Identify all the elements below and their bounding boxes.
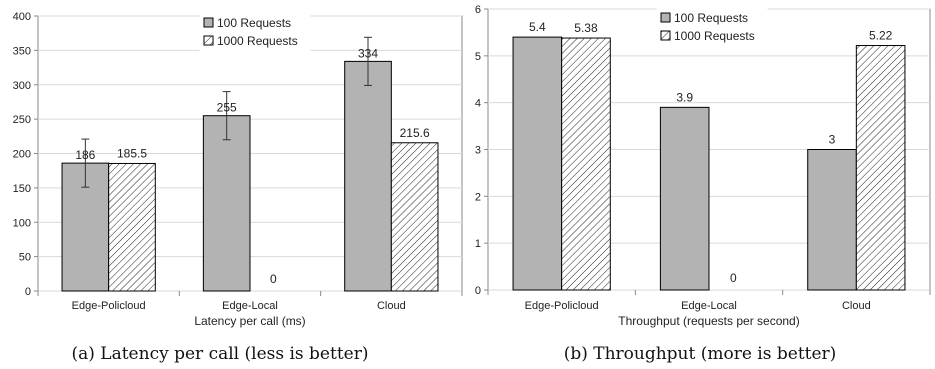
legend-label: 100 Requests (674, 11, 748, 25)
legend-label: 1000 Requests (674, 29, 755, 43)
data-label: 3.9 (676, 90, 693, 104)
y-tick-label: 1 (475, 238, 481, 250)
legend: 100 Requests 1000 Requests (656, 8, 768, 50)
data-label: 0 (270, 272, 277, 286)
legend-swatch-100-requests (660, 12, 671, 23)
throughput-chart: 0 1 2 3 4 5 6 Edge-Policloud 5.4 5.38 Edge-Local 3.… (475, 4, 931, 364)
y-tick-label: 5 (475, 51, 481, 63)
bar-100-requests (659, 106, 710, 291)
figure-caption: (a) Latency per call (less is better) (72, 344, 369, 364)
y-tick-label: 200 (13, 149, 31, 161)
y-tick-label: 0 (475, 285, 481, 297)
data-label: 5.22 (869, 29, 893, 43)
data-label: 5.38 (574, 21, 598, 35)
x-tick-label: Cloud (377, 300, 406, 312)
x-axis-title: Latency per call (ms) (194, 314, 305, 328)
x-tick-label: Edge-Policloud (72, 300, 146, 312)
bar-100-requests (344, 60, 392, 292)
legend-box (199, 13, 311, 55)
legend-label: 100 Requests (217, 16, 291, 30)
x-axis-title: Throughput (requests per second) (618, 314, 799, 328)
data-label: 3 (829, 133, 836, 147)
figure-caption: (b) Throughput (more is better) (564, 344, 837, 364)
legend-swatch-1000-requests (660, 30, 671, 41)
bar-1000-requests (561, 37, 611, 291)
data-label: 0 (730, 271, 737, 285)
y-tick-label: 300 (13, 80, 31, 92)
y-tick-label: 350 (13, 45, 31, 57)
y-tick-label: 4 (475, 98, 481, 110)
data-label: 215.6 (400, 126, 430, 140)
data-label: 5.4 (529, 20, 546, 34)
bar-100-requests (807, 149, 857, 291)
legend-label: 1000 Requests (217, 34, 298, 48)
bar-1000-requests (390, 142, 439, 292)
latency-chart: 0 50 100 150 200 250 300 350 400 Edge-Policloud 18… (13, 11, 463, 364)
data-label: 186 (75, 148, 95, 162)
legend-swatch-100-requests (203, 17, 214, 28)
data-label: 334 (358, 46, 378, 60)
x-tick-label: Edge-Local (222, 300, 278, 312)
x-tick-label: Edge-Local (681, 300, 737, 312)
bar-100-requests (512, 36, 563, 291)
data-label: 255 (217, 101, 237, 115)
x-tick-label: Cloud (842, 300, 871, 312)
y-tick-label: 400 (13, 11, 31, 23)
y-tick-label: 100 (13, 217, 31, 229)
y-tick-label: 250 (13, 114, 31, 126)
y-tick-label: 50 (19, 252, 31, 264)
legend-box (656, 8, 768, 50)
legend-swatch-1000-requests (203, 35, 214, 46)
bar-1000-requests (108, 162, 156, 292)
y-tick-label: 2 (475, 191, 481, 203)
bar-1000-requests (855, 45, 906, 291)
data-label: 185.5 (117, 146, 147, 160)
x-tick-label: Edge-Policloud (525, 300, 599, 312)
legend: 100 Requests 1000 Requests (199, 13, 311, 55)
y-tick-label: 3 (475, 145, 481, 157)
y-tick-label: 6 (475, 4, 481, 16)
bar-100-requests (202, 115, 251, 292)
y-tick-label: 150 (13, 183, 31, 195)
y-tick-label: 0 (25, 286, 31, 298)
